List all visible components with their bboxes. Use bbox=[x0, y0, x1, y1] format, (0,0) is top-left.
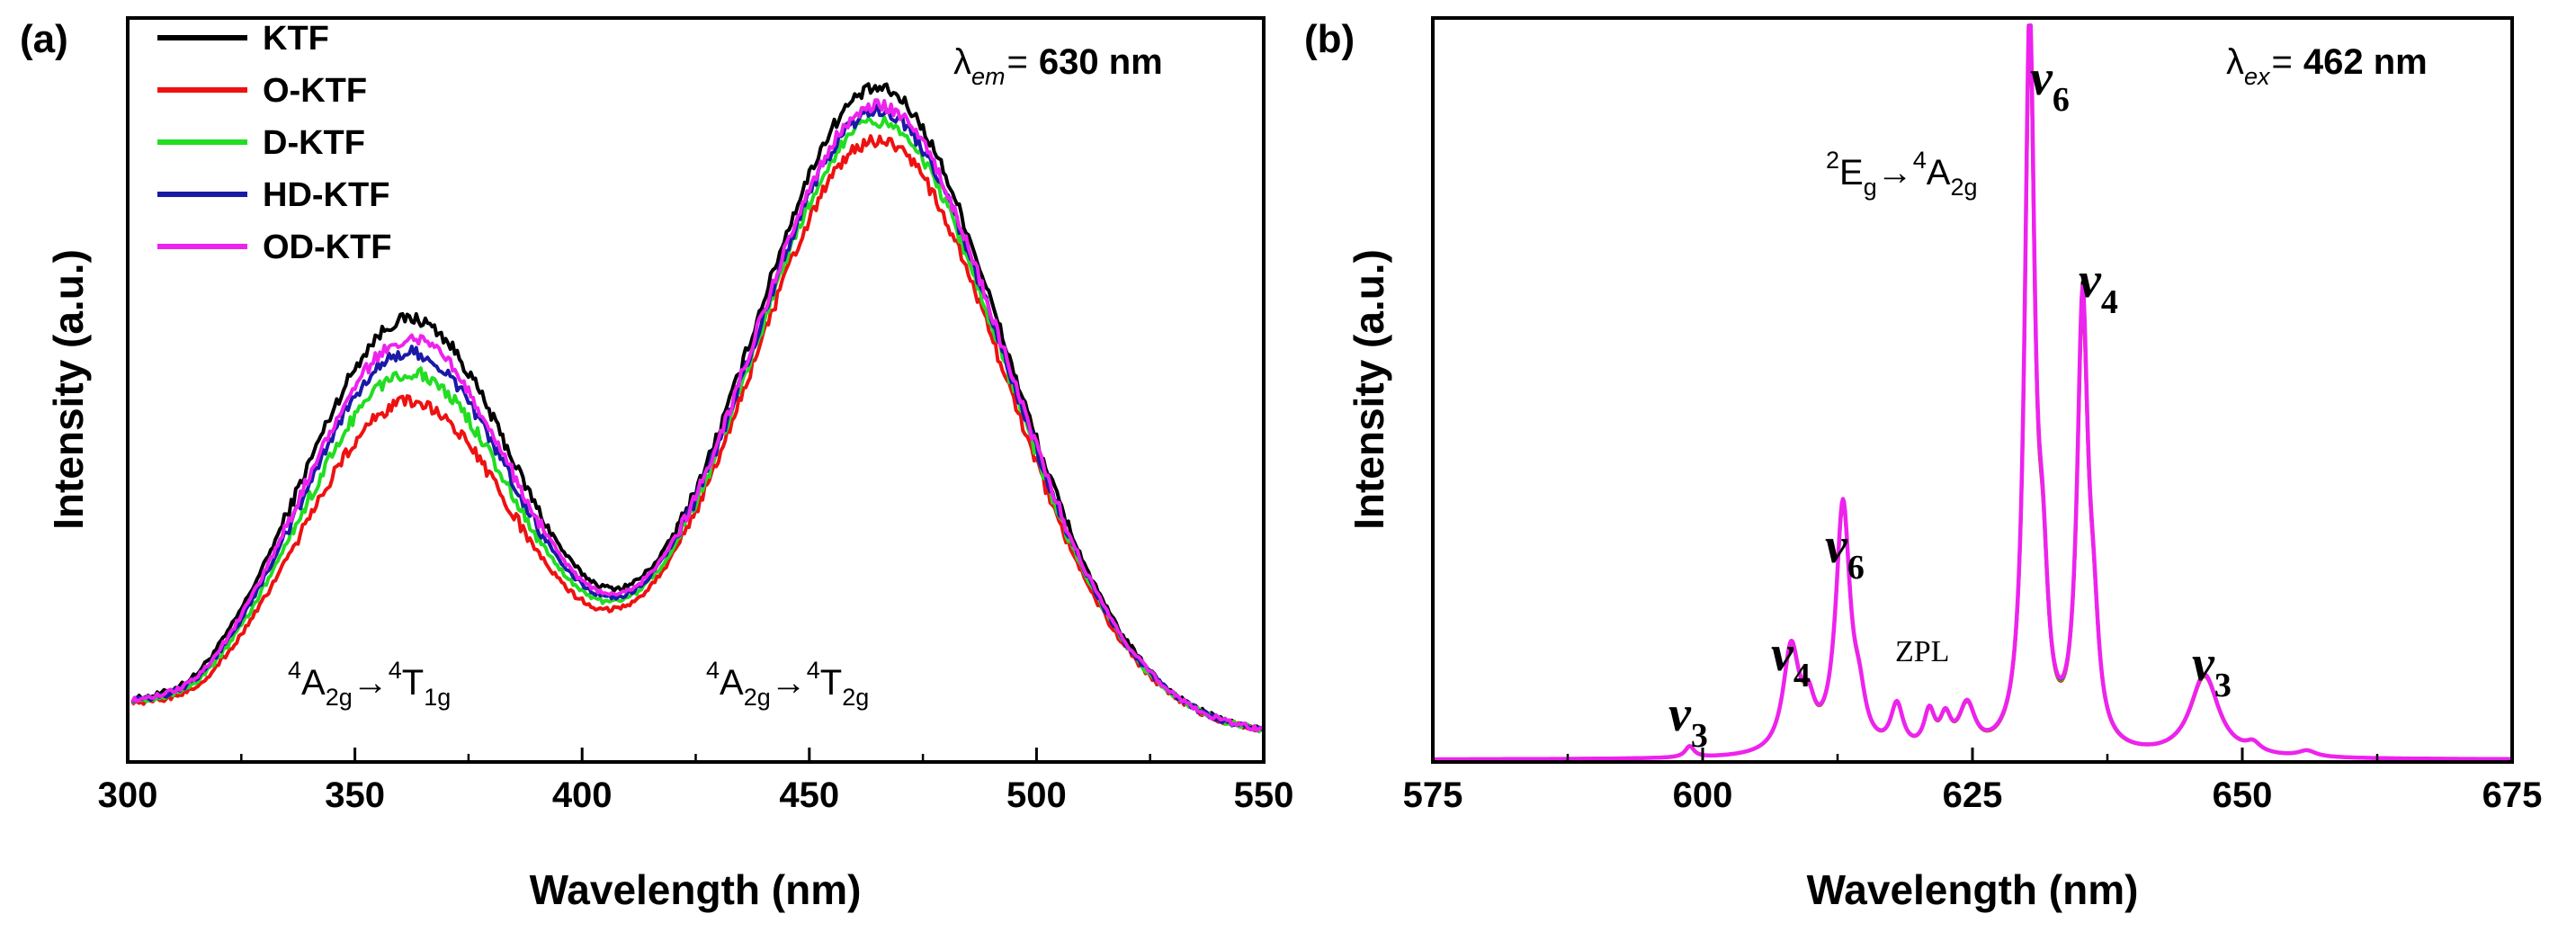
transition-b-post: 4 bbox=[1913, 147, 1927, 174]
transition-2-arrow: → bbox=[771, 663, 807, 703]
transition-2-pre: 4 bbox=[706, 657, 720, 684]
transition-b-pre: 2 bbox=[1826, 147, 1839, 174]
panel-b-x-tick-label: 600 bbox=[1673, 775, 1733, 815]
transition-b-a: E bbox=[1839, 153, 1864, 193]
mode-label-v4: v4 bbox=[2079, 253, 2118, 321]
transition-1-b: T bbox=[402, 663, 424, 703]
legend-label-o-ktf: O-KTF bbox=[263, 72, 367, 110]
panel-a-curves bbox=[130, 82, 1266, 734]
transition-1-a-sub: 2g bbox=[326, 684, 353, 711]
legend-label-ktf: KTF bbox=[263, 20, 329, 58]
transition-1-pre: 4 bbox=[288, 657, 301, 684]
b-series-line-d-ktf bbox=[1432, 23, 2512, 761]
lambda-ex-subscript: ex bbox=[2244, 63, 2271, 90]
panel-b-x-tick-label: 650 bbox=[2213, 775, 2273, 815]
panel-a-x-axis-title: Wavelength (nm) bbox=[530, 866, 862, 913]
panel-a-x-tick-label: 550 bbox=[1234, 775, 1294, 815]
transition-b-arrow: → bbox=[1877, 153, 1913, 193]
panel-b-x-tick-label: 575 bbox=[1403, 775, 1463, 815]
panel-b-curves bbox=[1431, 23, 2512, 762]
b-series-line-o-ktf bbox=[1432, 32, 2512, 761]
mode-label-v6: v6 bbox=[1825, 518, 1865, 587]
panel-a-x-tick-label: 300 bbox=[98, 775, 158, 815]
panel-b-x-tick-label: 625 bbox=[1943, 775, 2003, 815]
panel-a-x-tick-label: 350 bbox=[325, 775, 385, 815]
panel-b-x-axis-title: Wavelength (nm) bbox=[1807, 866, 2139, 913]
panel-b-y-axis-title: Intensity (a.u.) bbox=[1346, 249, 1392, 530]
panel-a-x-tick-label: 500 bbox=[1006, 775, 1067, 815]
series-line-o-ktf bbox=[130, 134, 1265, 733]
lambda-equals: = bbox=[1007, 42, 1028, 82]
transition-1-a: A bbox=[301, 663, 326, 703]
series-line-od-ktf bbox=[130, 98, 1266, 733]
lambda-em-subscript: em bbox=[971, 63, 1006, 90]
lambda-ex-value: 462 nm bbox=[2303, 42, 2428, 82]
legend-label-hd-ktf: HD-KTF bbox=[263, 176, 389, 214]
lambda-equals-b: = bbox=[2272, 42, 2293, 82]
panel-b-lambda-ex: λex= 462 nm bbox=[2226, 42, 2428, 90]
lambda-em-value: 630 nm bbox=[1039, 42, 1163, 82]
legend-label-d-ktf: D-KTF bbox=[263, 124, 365, 162]
b-series-line-hd-ktf bbox=[1432, 23, 2512, 761]
transition-label-b: 2Eg→4A2g bbox=[1826, 147, 1978, 201]
panel-a-x-ticks: 300 350 400 450 500 550 bbox=[98, 748, 1294, 815]
legend-label-od-ktf: OD-KTF bbox=[263, 229, 392, 266]
panel-a-label: (a) bbox=[20, 17, 68, 61]
mode-label-v3: v3 bbox=[2192, 636, 2232, 704]
mode-label-v6: v6 bbox=[2030, 50, 2070, 119]
lambda-symbol-b: λ bbox=[2226, 42, 2244, 82]
panel-a-y-axis-title: Intensity (a.u.) bbox=[45, 249, 92, 530]
transition-2-post: 4 bbox=[807, 657, 820, 684]
zpl-label: ZPL bbox=[1895, 635, 1949, 668]
transition-label-1: 4A2g→4T1g bbox=[288, 657, 451, 711]
transition-2-b: T bbox=[820, 663, 842, 703]
lambda-symbol: λ bbox=[953, 42, 971, 82]
transition-b-a-sub: g bbox=[1864, 174, 1877, 201]
panel-a-x-tick-label: 400 bbox=[552, 775, 613, 815]
transition-b-b: A bbox=[1927, 153, 1951, 193]
b-series-line-od-ktf bbox=[1431, 23, 2512, 762]
transition-1-arrow: → bbox=[353, 663, 389, 703]
transition-2-a: A bbox=[720, 663, 744, 703]
transition-1-b-sub: 1g bbox=[424, 684, 451, 711]
panel-b-x-ticks: 575 600 625 650 675 bbox=[1403, 748, 2543, 815]
panel-a: (a) 300 350 400 450 500 550 Wavelength (nm) I… bbox=[20, 16, 1294, 913]
panel-a-x-tick-label: 450 bbox=[779, 775, 839, 815]
transition-2-b-sub: 2g bbox=[842, 684, 869, 711]
panel-b-x-tick-label: 675 bbox=[2482, 775, 2543, 815]
panel-a-legend: KTF O-KTF D-KTF HD-KTF OD-KTF bbox=[157, 20, 392, 266]
mode-label-v3: v3 bbox=[1668, 686, 1708, 755]
transition-label-2: 4A2g→4T2g bbox=[706, 657, 869, 711]
mode-label-v4: v4 bbox=[1771, 626, 1811, 695]
transition-1-post: 4 bbox=[389, 657, 402, 684]
b-series-line-ktf bbox=[1432, 23, 2512, 761]
transition-2-a-sub: 2g bbox=[744, 684, 771, 711]
transition-b-b-sub: 2g bbox=[1950, 174, 1977, 201]
panel-b-frame bbox=[1431, 16, 2514, 764]
panel-a-lambda-em: λem= 630 nm bbox=[953, 42, 1163, 90]
panel-b: (b) 575 600 625 650 675 Wavelength (nm) Inte… bbox=[1304, 16, 2543, 913]
panel-b-label: (b) bbox=[1304, 17, 1355, 61]
